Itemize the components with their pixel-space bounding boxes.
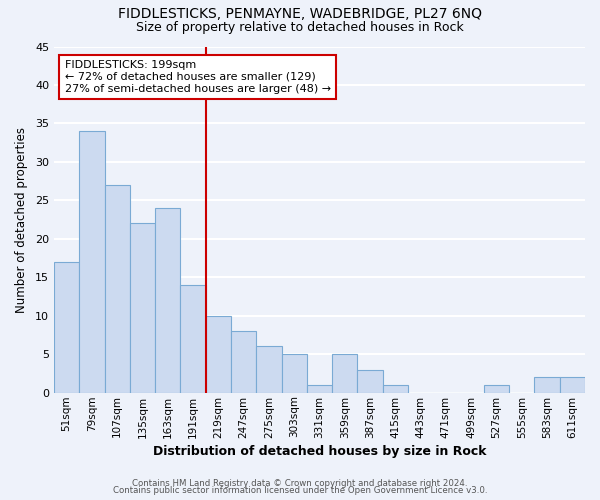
Bar — [281, 354, 307, 393]
Text: Contains HM Land Registry data © Crown copyright and database right 2024.: Contains HM Land Registry data © Crown c… — [132, 478, 468, 488]
Bar — [307, 385, 332, 392]
Bar — [104, 185, 130, 392]
Bar — [155, 208, 181, 392]
Bar — [560, 378, 585, 392]
Text: Size of property relative to detached houses in Rock: Size of property relative to detached ho… — [136, 21, 464, 34]
Bar — [256, 346, 281, 393]
Bar — [484, 385, 509, 392]
Bar — [54, 262, 79, 392]
Bar — [535, 378, 560, 392]
Text: Contains public sector information licensed under the Open Government Licence v3: Contains public sector information licen… — [113, 486, 487, 495]
Bar — [79, 131, 104, 392]
Bar — [130, 224, 155, 392]
Bar — [206, 316, 231, 392]
Bar — [332, 354, 358, 393]
Bar — [383, 385, 408, 392]
X-axis label: Distribution of detached houses by size in Rock: Distribution of detached houses by size … — [153, 444, 486, 458]
Text: FIDDLESTICKS: 199sqm
← 72% of detached houses are smaller (129)
27% of semi-deta: FIDDLESTICKS: 199sqm ← 72% of detached h… — [65, 60, 331, 94]
Y-axis label: Number of detached properties: Number of detached properties — [15, 126, 28, 312]
Bar — [231, 331, 256, 392]
Bar — [358, 370, 383, 392]
Bar — [181, 285, 206, 393]
Text: FIDDLESTICKS, PENMAYNE, WADEBRIDGE, PL27 6NQ: FIDDLESTICKS, PENMAYNE, WADEBRIDGE, PL27… — [118, 8, 482, 22]
